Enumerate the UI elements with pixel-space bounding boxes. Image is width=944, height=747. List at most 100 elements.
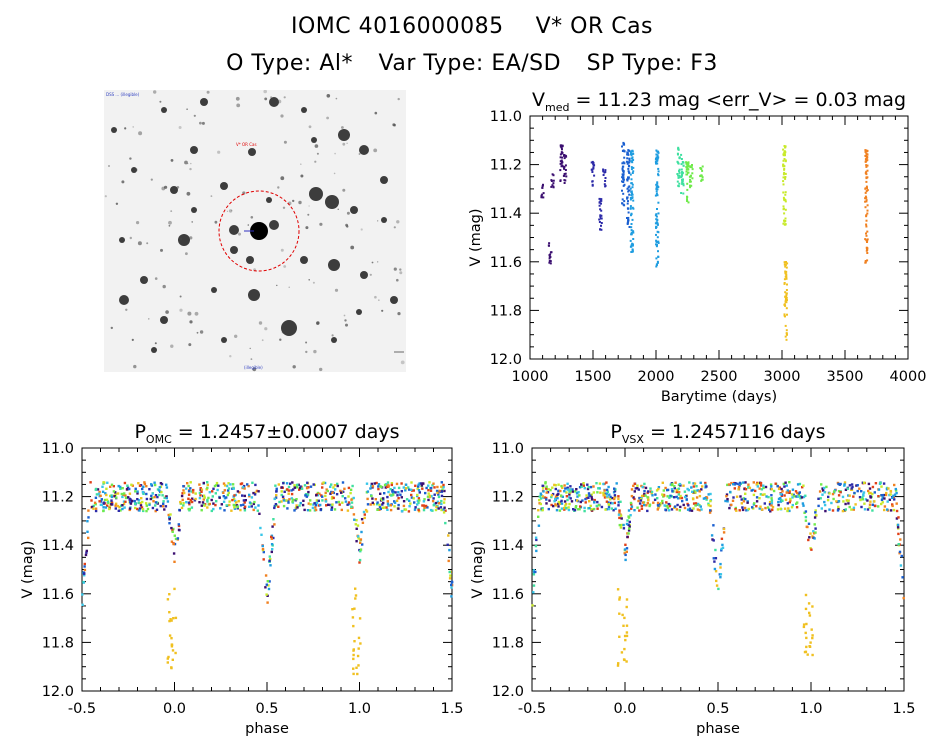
data-point — [701, 176, 704, 179]
data-point — [537, 515, 540, 518]
data-point — [821, 487, 824, 490]
data-point — [303, 508, 306, 512]
data-point — [769, 483, 773, 486]
data-point — [378, 508, 381, 511]
data-point — [563, 165, 566, 168]
y-tick-label: 11.6 — [492, 587, 524, 603]
data-point — [432, 482, 435, 485]
data-point — [665, 501, 668, 504]
data-point — [357, 664, 360, 667]
faint-star — [133, 364, 137, 369]
data-point — [182, 489, 185, 492]
data-point — [389, 488, 392, 491]
data-point — [626, 519, 629, 522]
data-point — [99, 494, 102, 497]
data-point — [576, 499, 579, 502]
data-point — [823, 500, 826, 504]
faint-star — [292, 365, 296, 369]
data-point — [628, 185, 631, 188]
data-point — [563, 182, 566, 184]
data-point — [119, 509, 122, 512]
data-point — [725, 493, 729, 496]
data-point — [430, 486, 433, 490]
data-point — [744, 481, 747, 484]
data-point — [222, 491, 225, 494]
data-point — [843, 483, 846, 486]
data-point — [750, 489, 753, 492]
data-point — [377, 485, 380, 488]
data-point — [602, 491, 605, 495]
data-point — [187, 490, 191, 493]
data-point — [366, 497, 369, 501]
data-point — [181, 492, 184, 495]
y-tick-label: 11.8 — [490, 303, 522, 319]
data-point — [436, 500, 440, 503]
data-point — [812, 530, 815, 533]
data-point — [578, 486, 582, 489]
data-point — [647, 490, 650, 493]
data-point — [625, 550, 628, 553]
data-point — [802, 484, 805, 487]
data-point — [556, 493, 559, 496]
star — [131, 167, 137, 173]
data-point — [549, 253, 552, 256]
data-point — [846, 487, 850, 490]
data-point — [656, 243, 658, 246]
data-point — [387, 504, 390, 507]
data-point — [198, 496, 202, 500]
data-point — [158, 493, 161, 497]
data-point — [862, 493, 865, 496]
data-point — [623, 162, 626, 165]
faint-star — [165, 310, 169, 314]
data-point — [433, 486, 436, 489]
data-point — [417, 485, 420, 488]
data-point — [94, 487, 98, 491]
data-point — [657, 506, 660, 510]
data-point — [329, 492, 332, 495]
star — [301, 107, 307, 113]
data-point — [897, 543, 900, 546]
data-point — [627, 165, 630, 168]
data-point — [584, 497, 587, 501]
data-point — [356, 524, 360, 527]
data-point — [574, 490, 577, 493]
data-point — [686, 198, 688, 201]
data-point — [866, 252, 869, 254]
data-point — [180, 494, 184, 498]
data-point — [553, 483, 556, 487]
data-point — [219, 507, 222, 510]
data-point — [655, 186, 658, 189]
data-point — [630, 182, 633, 185]
star — [230, 246, 238, 254]
data-point — [850, 487, 853, 490]
data-point — [551, 184, 554, 187]
data-point — [200, 509, 203, 512]
y-tick-label: 12.0 — [490, 352, 522, 368]
faint-star — [326, 116, 329, 120]
data-point — [637, 488, 640, 491]
data-point — [421, 482, 424, 485]
data-point — [893, 493, 897, 496]
data-point — [707, 504, 710, 507]
data-point — [324, 491, 327, 494]
data-point — [293, 486, 297, 489]
x-tick-label: 1.0 — [799, 701, 822, 717]
data-point — [143, 482, 147, 486]
data-point — [198, 483, 201, 486]
data-point — [290, 492, 294, 496]
data-point — [569, 488, 572, 491]
data-point — [620, 517, 623, 520]
data-point — [233, 507, 237, 510]
data-point — [287, 489, 290, 492]
data-point — [101, 485, 104, 488]
data-point — [287, 492, 290, 495]
data-point — [212, 487, 215, 490]
data-point — [671, 489, 674, 493]
data-point — [630, 233, 633, 236]
data-point — [400, 482, 403, 485]
data-point — [846, 499, 850, 503]
data-point — [108, 507, 111, 511]
data-point — [586, 483, 589, 486]
data-point — [839, 490, 842, 494]
data-point — [555, 509, 559, 512]
